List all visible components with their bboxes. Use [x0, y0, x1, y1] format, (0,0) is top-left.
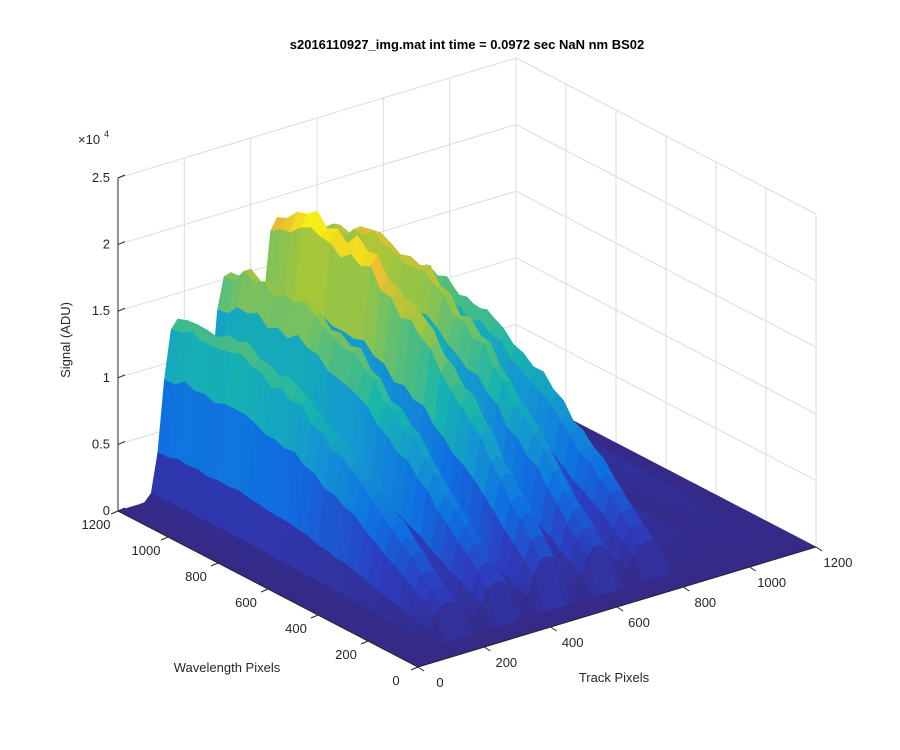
- z-tick-mark: [117, 241, 126, 246]
- z-tick-mark: [117, 374, 126, 379]
- y-tick-mark: [360, 640, 369, 645]
- x-tick-label: 400: [562, 635, 584, 650]
- x-tick-label: 0: [436, 675, 443, 690]
- y-axis-label: Wavelength Pixels: [174, 660, 281, 675]
- z-axis-label: Signal (ADU): [58, 302, 73, 378]
- x-axis-label: Track Pixels: [579, 670, 650, 685]
- x-tick-mark: [417, 666, 425, 672]
- x-tick-mark: [616, 606, 624, 612]
- z-exponent-power: 4: [104, 129, 109, 139]
- axis-layer: 0200400600800100012000200400600800100012…: [82, 170, 853, 690]
- grid-line-side-wall-z: [515, 190, 817, 348]
- z-tick-label: 1.5: [92, 303, 110, 318]
- x-tick-label: 600: [628, 615, 650, 630]
- x-tick-mark: [550, 626, 557, 632]
- x-tick-mark: [815, 546, 823, 552]
- grid-line-side-wall-z: [515, 57, 817, 215]
- y-tick-label: 800: [185, 569, 207, 584]
- z-tick-mark: [117, 507, 126, 512]
- x-tick-label: 800: [694, 595, 716, 610]
- grid-line-back-wall-z: [117, 57, 517, 179]
- x-tick-mark: [484, 646, 491, 652]
- y-tick-label: 0: [392, 673, 399, 688]
- y-tick-mark: [210, 562, 219, 567]
- x-tick-label: 1000: [757, 575, 786, 590]
- x-tick-mark: [683, 586, 690, 592]
- x-tick-label: 1200: [824, 555, 853, 570]
- z-tick-mark: [117, 440, 126, 445]
- x-tick-label: 200: [495, 655, 517, 670]
- y-tick-label: 1200: [82, 517, 111, 532]
- y-tick-mark: [160, 536, 169, 541]
- surface-layer: [117, 210, 817, 668]
- y-tick-mark: [110, 510, 119, 515]
- y-tick-mark: [260, 588, 269, 593]
- z-tick-mark: [117, 307, 126, 312]
- grid-line-back-wall-z: [117, 124, 517, 246]
- z-tick-label: 1: [103, 370, 110, 385]
- z-tick-label: 0: [103, 503, 110, 518]
- z-tick-label: 2.5: [92, 170, 110, 185]
- y-tick-label: 200: [335, 647, 357, 662]
- y-tick-label: 600: [235, 595, 257, 610]
- y-tick-label: 400: [285, 621, 307, 636]
- z-tick-label: 0.5: [92, 436, 110, 451]
- z-exponent-base: ×10: [78, 132, 100, 147]
- grid-line-side-wall-z: [515, 124, 817, 282]
- z-tick-label: 2: [103, 237, 110, 252]
- x-tick-mark: [749, 566, 756, 572]
- grid-line-side-wall-z: [515, 257, 817, 415]
- chart-title: s2016110927_img.mat int time = 0.0972 se…: [290, 37, 644, 52]
- y-tick-label: 1000: [132, 543, 161, 558]
- label-layer: s2016110927_img.mat int time = 0.0972 se…: [58, 37, 650, 685]
- z-exponent-label: ×10 4: [78, 129, 109, 147]
- y-tick-mark: [310, 614, 319, 619]
- y-tick-mark: [410, 666, 419, 671]
- grid-line-side-wall-z: [515, 323, 817, 481]
- z-tick-mark: [117, 174, 126, 179]
